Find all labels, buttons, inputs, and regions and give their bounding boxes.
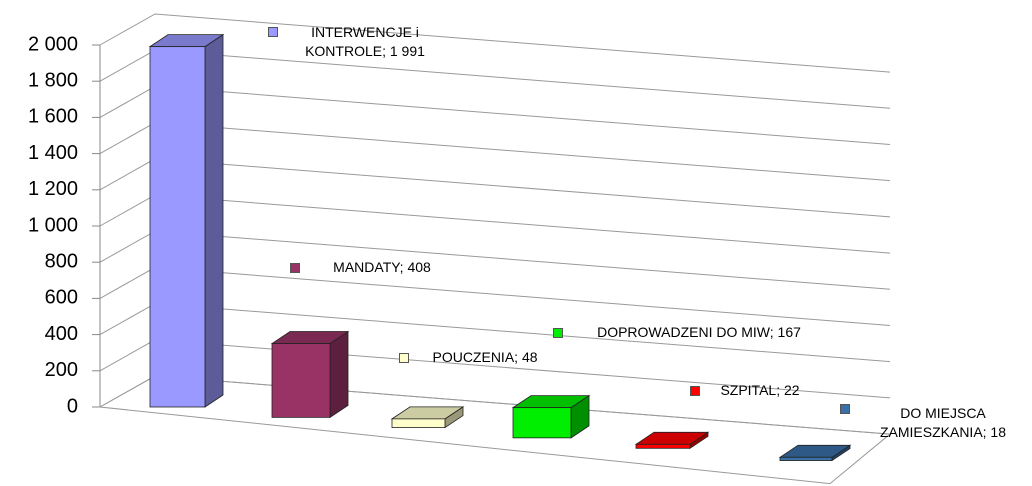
bar [391, 418, 446, 428]
bar-side [329, 330, 349, 419]
grid-line [99, 13, 891, 73]
y-tick-label: 200 [45, 359, 78, 381]
data-label: MANDATY; 408 [333, 259, 431, 275]
bar [149, 46, 206, 408]
y-tick-label: 1 400 [28, 142, 78, 164]
data-label: DOPROWADZENI DO MIW; 167 [597, 324, 801, 340]
bar [779, 456, 833, 461]
legend-marker [840, 404, 850, 414]
data-label: INTERWENCJE i KONTROLE; 1 991 [305, 24, 425, 59]
legend-marker [553, 328, 563, 338]
y-tick-label: 1 800 [28, 69, 78, 91]
data-label: DO MIEJSCA ZAMIESZKANIA; 18 [879, 405, 1007, 440]
legend-marker [399, 353, 409, 363]
y-tick-label: 1 000 [28, 214, 78, 236]
y-tick-label: 1 600 [28, 106, 78, 128]
y-tick-label: 800 [45, 250, 78, 272]
floor [98, 375, 892, 485]
bar-side [204, 33, 224, 408]
legend-marker [290, 263, 300, 273]
legend-marker [268, 27, 278, 37]
bar [635, 443, 691, 449]
y-tick-label: 600 [45, 287, 78, 309]
data-label: SZPITAL; 22 [720, 382, 800, 398]
y-tick-label: 0 [67, 395, 78, 417]
bar [271, 343, 331, 418]
y-tick-label: 2 000 [28, 33, 78, 55]
legend-marker [690, 386, 700, 396]
y-tick-label: 400 [45, 323, 78, 345]
bar [512, 407, 572, 439]
y-tick-label: 1 200 [28, 178, 78, 200]
data-label: POUCZENIA; 48 [432, 349, 538, 365]
